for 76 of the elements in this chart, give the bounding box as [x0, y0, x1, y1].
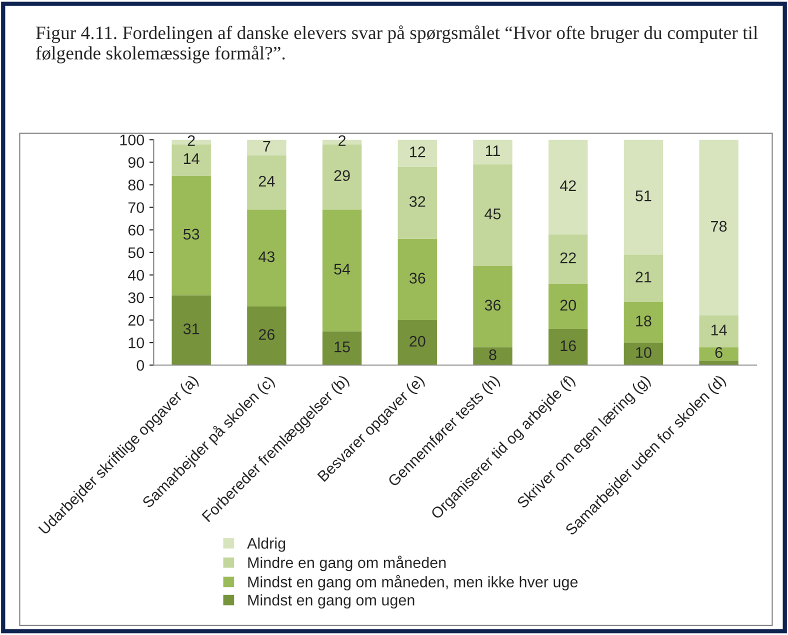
data-label: 14 — [184, 153, 200, 164]
bar — [398, 166, 437, 239]
y-tick-label: 10 — [128, 337, 144, 348]
bar — [473, 164, 512, 266]
data-label: 22 — [560, 252, 576, 264]
bar — [247, 155, 286, 210]
data-label: 14 — [711, 324, 727, 336]
bar — [247, 140, 286, 156]
legend-label: Aldrig — [247, 538, 286, 552]
data-label: 51 — [636, 190, 652, 202]
bar — [548, 234, 588, 284]
y-tick-label: 40 — [128, 270, 144, 281]
bar — [699, 347, 738, 361]
data-label: 43 — [258, 251, 275, 262]
bar — [247, 210, 286, 307]
data-label: 78 — [711, 220, 727, 232]
bar — [172, 176, 211, 296]
bar — [624, 302, 664, 343]
bar — [172, 295, 211, 366]
bar — [247, 306, 286, 366]
y-tick-label: 20 — [128, 314, 144, 326]
data-label: 20 — [560, 300, 576, 311]
bar — [322, 144, 362, 210]
bar — [699, 140, 738, 316]
data-label: 11 — [486, 146, 500, 156]
data-label: 15 — [334, 342, 350, 352]
bar — [398, 320, 437, 366]
data-label: 10 — [636, 347, 652, 358]
data-label: 45 — [484, 208, 501, 220]
bar — [624, 140, 664, 255]
bar — [624, 254, 664, 302]
legend-label: Mindst en gang om ugen — [248, 594, 414, 609]
data-label: 54 — [334, 264, 350, 275]
y-tick-label: 80 — [128, 180, 144, 190]
bar — [398, 238, 437, 320]
y-tick-label: 100 — [120, 134, 144, 146]
legend-label: Mindst en gang om måneden, men ikke hver uge — [248, 574, 578, 590]
y-tick-label: 30 — [128, 292, 144, 304]
data-label: 12 — [410, 146, 426, 158]
y-tick-label: 60 — [128, 224, 144, 236]
data-label: 21 — [636, 272, 652, 282]
data-label: 16 — [560, 340, 576, 352]
data-label: 20 — [410, 336, 426, 347]
bar — [398, 140, 437, 167]
bar — [548, 140, 588, 234]
data-label: 32 — [409, 196, 426, 207]
data-label: 24 — [258, 176, 275, 186]
bar — [699, 316, 738, 348]
data-label: 2 — [338, 135, 346, 146]
data-label: 36 — [484, 300, 501, 311]
data-label: 6 — [715, 347, 722, 358]
y-tick-label: 70 — [128, 202, 144, 214]
bar — [322, 331, 362, 366]
data-label: 53 — [183, 228, 200, 240]
chart-title: Figur 4.11. Fordelingen af danske elevers svar på spørgsmålet “Hvor ofte bruger du computer til følgende skolemæssige formål?”. — [36, 25, 758, 64]
bar — [624, 342, 664, 366]
data-label: 2 — [188, 135, 195, 146]
bar — [548, 284, 588, 330]
bar — [473, 266, 512, 348]
legend-label: Mindre en gang om måneden — [248, 556, 446, 572]
bar — [473, 140, 512, 164]
y-tick-label: 50 — [128, 247, 144, 258]
data-label: 26 — [258, 329, 275, 340]
y-tick-label: 90 — [128, 157, 144, 168]
bar — [322, 210, 362, 332]
bar — [172, 144, 211, 176]
data-label: 29 — [334, 170, 350, 181]
data-label: 18 — [636, 316, 652, 326]
bar — [473, 347, 512, 366]
data-label: 7 — [263, 141, 270, 152]
data-label: 31 — [183, 323, 200, 334]
data-label: 36 — [409, 272, 426, 284]
bar — [548, 329, 588, 366]
y-tick-label: 0 — [136, 360, 144, 371]
data-label: 42 — [560, 180, 576, 191]
data-label: 8 — [489, 349, 496, 360]
